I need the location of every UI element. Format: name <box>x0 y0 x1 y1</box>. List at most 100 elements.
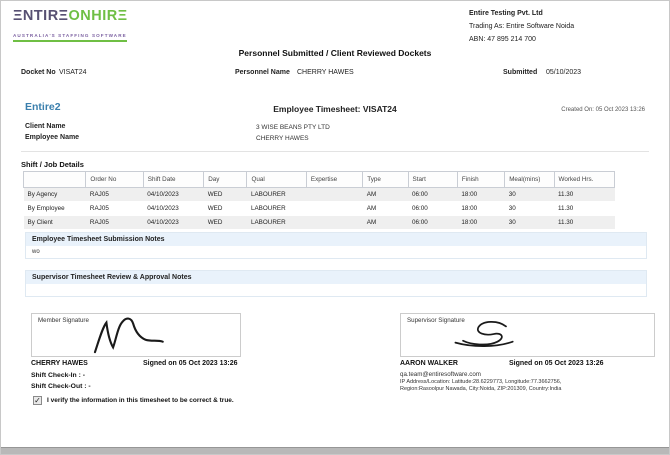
supervisor-notes-block: Supervisor Timesheet Review & Approval N… <box>25 270 647 297</box>
cell-type: AM <box>362 187 409 202</box>
col-order-no: Order No <box>85 171 144 188</box>
cell-shift-date: 04/10/2023 <box>143 187 204 202</box>
col-shift-date: Shift Date <box>142 171 205 188</box>
cell-worked-hrs: 11.30 <box>554 201 615 216</box>
cell-order-no: RAJ05 <box>85 187 144 202</box>
logo-entire-text: ΞNTIRΞ <box>13 8 69 24</box>
cell-qual: LABOURER <box>246 187 307 202</box>
table-row-by-employee: By Employee RAJ05 04/10/2023 WED LABOURE… <box>23 201 615 216</box>
section-divider <box>21 151 649 152</box>
cell-shift-date: 04/10/2023 <box>143 201 204 216</box>
cell-finish: 18:00 <box>457 201 505 216</box>
cell-day: WED <box>203 215 247 230</box>
member-signed-on: Signed on 05 Oct 2023 13:26 <box>143 360 238 367</box>
cell-qual: LABOURER <box>246 215 307 230</box>
cell-type: AM <box>362 215 409 230</box>
col-meal-mins: Meal(mins) <box>504 171 555 188</box>
supervisor-signed-on: Signed on 05 Oct 2023 13:26 <box>509 360 604 367</box>
cell-finish: 18:00 <box>457 215 505 230</box>
cell-finish: 18:00 <box>457 187 505 202</box>
cell-worked-hrs: 11.30 <box>554 215 615 230</box>
entireonhire-logo: ΞNTIRΞONHIRΞ AUSTRALIA'S STAFFING SOFTWA… <box>13 9 128 42</box>
col-worked-hrs: Worked Hrs. <box>553 171 616 188</box>
supervisor-signature-stroke <box>454 321 514 347</box>
col-day: Day <box>203 171 248 188</box>
table-row-by-client: By Client RAJ05 04/10/2023 WED LABOURER … <box>23 215 615 230</box>
docket-no-value: VISAT24 <box>59 69 87 76</box>
col-type: Type <box>362 171 409 188</box>
shift-job-details-title: Shift / Job Details <box>21 160 84 169</box>
cell-expertise <box>306 201 363 216</box>
ip-location-line2: Region:Rasoolpur Nawada, City:Noida, ZIP… <box>400 386 562 392</box>
employee-notes-text: wo <box>32 249 40 255</box>
supervisor-signature-box: Supervisor Signature <box>400 313 655 357</box>
member-signature-stroke <box>93 317 164 354</box>
row-label: By Employee <box>23 201 86 216</box>
cell-start: 06:00 <box>408 201 458 216</box>
cell-order-no: RAJ05 <box>85 201 144 216</box>
supervisor-notes-header: Supervisor Timesheet Review & Approval N… <box>26 271 646 284</box>
cell-meal: 30 <box>504 201 555 216</box>
table-header-row: Order No Shift Date Day Qual Expertise T… <box>22 171 616 188</box>
document-title: Personnel Submitted / Client Reviewed Do… <box>238 48 432 58</box>
logo-wordmark: ΞNTIRΞONHIRΞ <box>13 9 128 24</box>
supervisor-email: qa.team@entiresoftware.com <box>400 371 481 378</box>
company-name: Entire Testing Pvt. Ltd <box>469 10 543 17</box>
row-label: By Client <box>23 215 86 230</box>
ip-location-line1: IP Address/Location: Latitude:28.6229773… <box>400 379 562 385</box>
member-signature-box: Member Signature <box>31 313 241 357</box>
org-link[interactable]: Entire2 <box>25 101 61 113</box>
shift-check-out: Shift Check-Out : - <box>31 383 91 390</box>
cell-type: AM <box>362 201 409 216</box>
submitted-label: Submitted <box>503 69 538 76</box>
table-row-by-agency: By Agency RAJ05 04/10/2023 WED LABOURER … <box>23 187 615 202</box>
company-info: Entire Testing Pvt. Ltd Trading As: Enti… <box>469 7 574 46</box>
company-abn: ABN: 47 895 214 700 <box>469 36 536 43</box>
window-bottom-edge <box>1 447 669 454</box>
cell-day: WED <box>203 187 247 202</box>
verify-row: ✓ I verify the information in this times… <box>33 396 234 405</box>
col-finish: Finish <box>456 171 506 188</box>
col-row-label <box>22 171 87 188</box>
timesheet-title: Employee Timesheet: VISAT24 <box>273 104 397 114</box>
cell-start: 06:00 <box>408 215 458 230</box>
verify-checkbox[interactable]: ✓ <box>33 396 42 405</box>
cell-start: 06:00 <box>408 187 458 202</box>
col-expertise: Expertise <box>305 171 364 188</box>
shift-check-in: Shift Check-In : - <box>31 372 85 379</box>
cell-shift-date: 04/10/2023 <box>143 215 204 230</box>
supervisor-signature-label: Supervisor Signature <box>407 317 465 324</box>
cell-qual: LABOURER <box>246 201 307 216</box>
logo-onhire-text: ONHIRΞ <box>68 8 128 24</box>
cell-expertise <box>306 215 363 230</box>
personnel-name-label: Personnel Name <box>235 69 290 76</box>
cell-expertise <box>306 187 363 202</box>
logo-tagline: AUSTRALIA'S STAFFING SOFTWARE <box>13 33 127 42</box>
row-label: By Agency <box>23 187 86 202</box>
client-name-value: 3 WISE BEANS PTY LTD <box>256 124 330 131</box>
client-name-label: Client Name <box>25 123 66 130</box>
cell-worked-hrs: 11.30 <box>554 187 615 202</box>
created-on-text: Created On: 05 Oct 2023 13:26 <box>561 107 645 113</box>
col-qual: Qual <box>246 171 307 188</box>
employee-name-label: Employee Name <box>25 134 80 141</box>
member-name: CHERRY HAWES <box>31 360 88 367</box>
checkmark-icon: ✓ <box>34 396 41 405</box>
personnel-name-value: CHERRY HAWES <box>297 69 354 76</box>
employee-name-value: CHERRY HAWES <box>256 135 309 142</box>
cell-order-no: RAJ05 <box>85 215 144 230</box>
docket-no-label: Docket No <box>21 69 56 76</box>
employee-notes-block: Employee Timesheet Submission Notes wo <box>25 232 647 259</box>
supervisor-notes-text <box>26 284 646 296</box>
col-start: Start <box>407 171 458 188</box>
member-signature-label: Member Signature <box>38 317 89 324</box>
supervisor-name: AARON WALKER <box>400 360 458 367</box>
shift-job-details-table: Order No Shift Date Day Qual Expertise T… <box>22 171 616 230</box>
cell-meal: 30 <box>504 187 555 202</box>
cell-day: WED <box>203 201 247 216</box>
submitted-value: 05/10/2023 <box>546 69 582 76</box>
employee-notes-header: Employee Timesheet Submission Notes <box>26 233 646 246</box>
company-trading-as: Trading As: Entire Software Noida <box>469 23 575 30</box>
cell-meal: 30 <box>504 215 555 230</box>
